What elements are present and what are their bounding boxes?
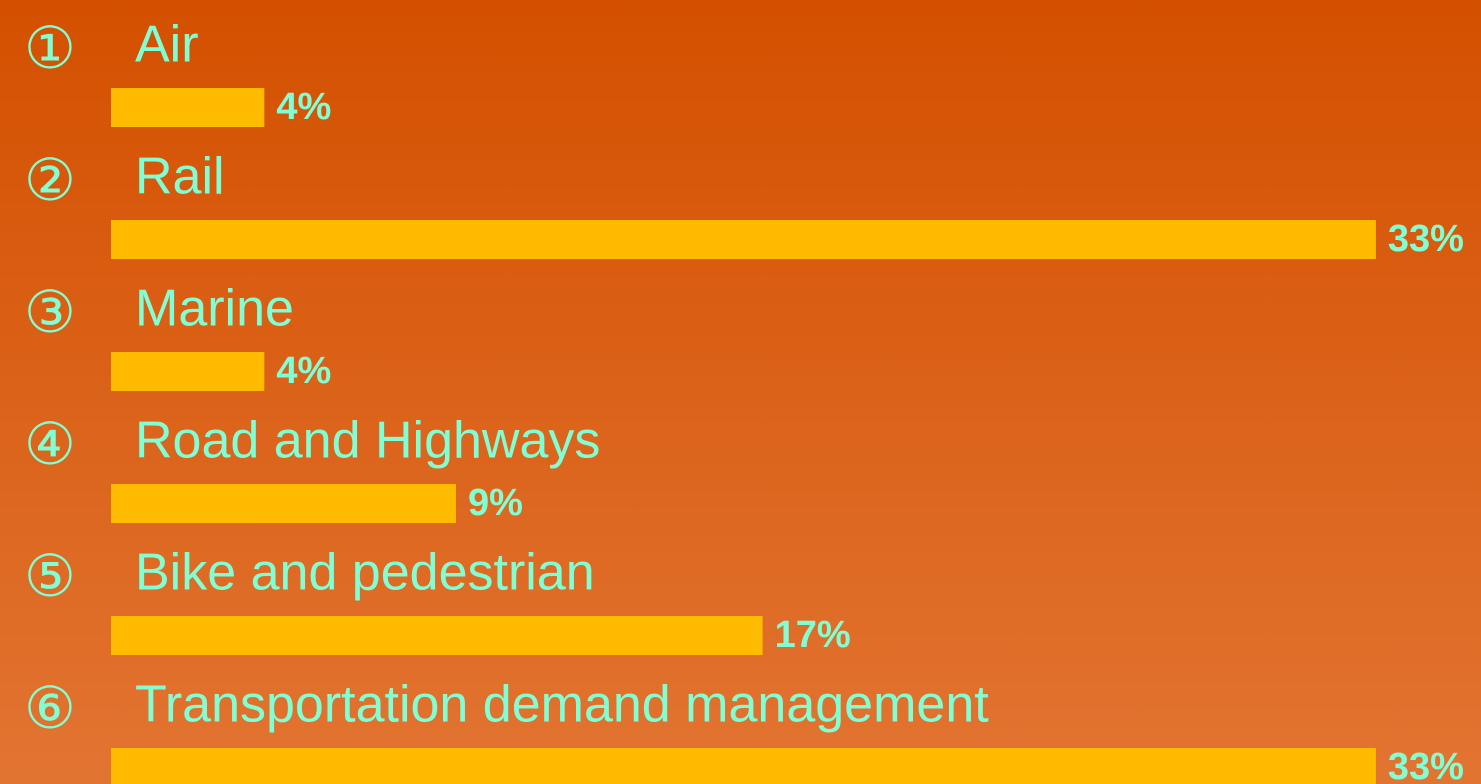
- value-label: 33%: [1388, 746, 1464, 784]
- category-label: Transportation demand management: [135, 676, 989, 734]
- value-label: 4%: [276, 350, 331, 392]
- bar: [111, 616, 763, 655]
- value-label: 4%: [276, 86, 331, 128]
- category-label: Road and Highways: [135, 412, 600, 470]
- marker: ②: [24, 146, 76, 214]
- marker: ⑥: [24, 674, 76, 742]
- bar: [111, 484, 456, 523]
- marker: ③: [24, 278, 76, 346]
- marker: ④: [24, 410, 76, 478]
- category-label: Rail: [135, 148, 225, 206]
- bar: [111, 352, 265, 391]
- category-label: Marine: [135, 280, 294, 338]
- bar: [111, 220, 1376, 259]
- category-label: Bike and pedestrian: [135, 544, 595, 602]
- marker: ①: [24, 14, 76, 82]
- bar: [111, 748, 1376, 784]
- category-label: Air: [135, 16, 199, 74]
- marker: ⑤: [24, 542, 76, 610]
- bar: [111, 88, 265, 127]
- value-label: 17%: [775, 614, 851, 656]
- value-label: 33%: [1388, 218, 1464, 260]
- value-label: 9%: [468, 482, 523, 524]
